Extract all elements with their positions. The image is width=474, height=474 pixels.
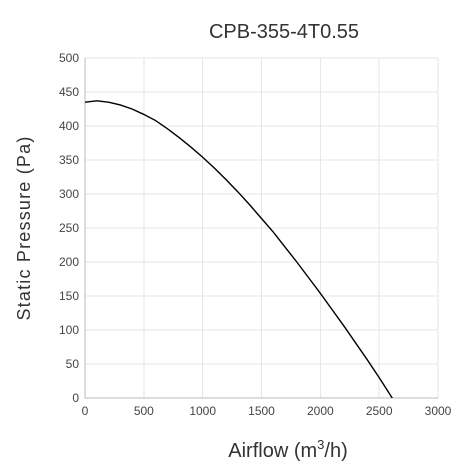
y-tick-label: 450 [59, 85, 79, 99]
y-axis-ticks: 0 50 100 150 200 250 300 350 400 450 500 [59, 51, 79, 405]
y-tick-label: 150 [59, 289, 79, 303]
y-tick-label: 100 [59, 323, 79, 337]
y-tick-label: 250 [59, 221, 79, 235]
x-tick-label: 3000 [425, 404, 452, 418]
y-tick-label: 0 [72, 391, 79, 405]
y-tick-label: 500 [59, 51, 79, 65]
x-tick-label: 1500 [248, 404, 275, 418]
y-tick-label: 400 [59, 119, 79, 133]
x-axis-ticks: 0 500 1000 1500 2000 2500 3000 [82, 404, 452, 418]
chart-title: CPB-355-4T0.55 [209, 21, 359, 43]
x-tick-label: 0 [82, 404, 89, 418]
pressure-curve-line [85, 100, 394, 398]
y-tick-label: 300 [59, 187, 79, 201]
x-axis-label-superscript: 3 [317, 437, 324, 452]
x-axis-label-suffix: /h) [324, 440, 347, 462]
x-tick-label: 2000 [307, 404, 334, 418]
x-axis-label-prefix: Airflow (m [228, 440, 317, 462]
y-tick-label: 350 [59, 153, 79, 167]
y-axis-label: Static Pressure (Pa) [14, 135, 34, 320]
y-tick-label: 200 [59, 255, 79, 269]
x-tick-label: 2500 [366, 404, 393, 418]
x-tick-label: 500 [134, 404, 154, 418]
y-tick-label: 50 [66, 357, 80, 371]
grid [84, 57, 439, 399]
x-axis-label: Airflow (m3/h) [228, 437, 347, 462]
x-tick-label: 1000 [189, 404, 216, 418]
